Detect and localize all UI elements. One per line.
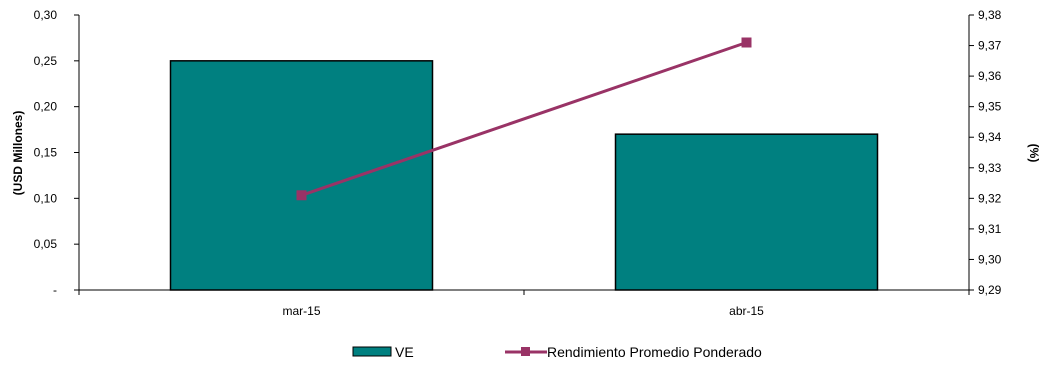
line-series — [296, 37, 752, 201]
y2-tick-label: 9,32 — [978, 191, 1002, 205]
legend-label-ve: VE — [395, 344, 414, 360]
y-tick-label: 0,20 — [34, 100, 58, 114]
y2-tick-label: 9,29 — [978, 283, 1002, 297]
bar-series — [169, 60, 879, 291]
y2-tick-label: 9,34 — [978, 130, 1002, 144]
y2-tick-label: 9,35 — [978, 100, 1002, 114]
y-axis-label: (USD Millones) — [11, 111, 25, 196]
y-tick-label: 0,30 — [34, 8, 58, 22]
bar-mar-15 — [169, 60, 434, 291]
y2-tick-label: 9,37 — [978, 39, 1002, 53]
y2-tick-label: 9,33 — [978, 161, 1002, 175]
y2-tick-label: 9,31 — [978, 222, 1002, 236]
x-tick-label: abr-15 — [729, 304, 764, 318]
legend: VE Rendimiento Promedio Ponderado — [352, 344, 762, 360]
y-tick-label: - — [53, 283, 57, 297]
tick-labels: - 0,05 0,10 0,15 0,20 0,25 0,30 9,29 9,30 9,31 9,3… — [34, 8, 1002, 318]
y2-tick-label: 9,36 — [978, 69, 1002, 83]
legend-swatch-ve — [352, 346, 392, 357]
line-rendimiento — [301, 41, 747, 197]
legend-label-rendimiento: Rendimiento Promedio Ponderado — [547, 344, 762, 360]
point-abr-15 — [741, 37, 752, 48]
y-tick-label: 0,15 — [34, 146, 58, 160]
y2-tick-label: 9,38 — [978, 8, 1002, 22]
y2-axis-label: (%) — [1027, 144, 1041, 163]
y-tick-label: 0,10 — [34, 191, 58, 205]
y2-tick-label: 9,30 — [978, 252, 1002, 266]
point-mar-15 — [296, 190, 307, 201]
legend-marker-rendimiento — [521, 347, 530, 356]
axes — [74, 14, 974, 295]
x-tick-label: mar-15 — [282, 304, 320, 318]
y-tick-label: 0,25 — [34, 54, 58, 68]
bar-abr-15 — [614, 133, 879, 291]
y-tick-label: 0,05 — [34, 237, 58, 251]
